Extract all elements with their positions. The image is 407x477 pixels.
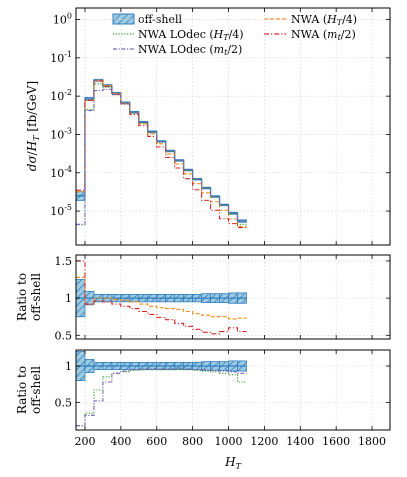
legend-label-nwa-mt2: NWA (mt/2): [291, 28, 356, 42]
panel-main: [76, 8, 390, 245]
legend-label-lodec-mt2: NWA LOdec (mt/2): [138, 43, 242, 57]
x-tick-label: 1000: [215, 435, 243, 448]
svg-text:Ratio to: Ratio to: [15, 273, 29, 321]
x-tick-label: 800: [182, 435, 203, 448]
panel-frame: [75, 349, 391, 431]
y-tick-label: 10-2: [50, 88, 72, 103]
series-nwa_ht4: [76, 79, 247, 227]
x-tick-label: 1400: [286, 435, 314, 448]
y-tick-label: 10-4: [50, 165, 72, 180]
series-lodec_mt2: [76, 367, 247, 427]
x-axis-label: HT: [224, 455, 241, 471]
y-tick-label: 0.5: [55, 396, 73, 409]
y-tick-label: 10-3: [50, 126, 72, 141]
ratio2-ylabel: Ratio to off-shell: [15, 366, 43, 414]
x-tick-label: 600: [146, 435, 167, 448]
panel-ratio1: [76, 255, 390, 339]
series-lodec_ht4: [76, 368, 247, 427]
y-tick-label: 10-5: [50, 203, 72, 218]
series-offshell: [76, 79, 247, 222]
y-tick-label: 1.5: [55, 255, 73, 268]
y-tick-label: 1: [65, 292, 72, 305]
y-tick-label: 10-1: [50, 50, 72, 65]
panel-frame: [75, 254, 391, 340]
x-tick-label: 1200: [250, 435, 278, 448]
ratio1-ylabel: Ratio to off-shell: [15, 273, 43, 321]
main-ylabel: dσ/HT [fb/GeV]: [25, 81, 41, 171]
series-lodec_mt2: [76, 88, 247, 225]
x-tick-label: 1800: [358, 435, 386, 448]
y-tick-label: 100: [53, 12, 72, 27]
svg-text:off-shell: off-shell: [29, 273, 43, 321]
panel-ratio2: [76, 350, 390, 430]
legend-label-nwa-ht4: NWA (HT/4): [291, 13, 357, 27]
x-tick-label: 1600: [322, 435, 350, 448]
series-nwa_mt2: [76, 260, 247, 335]
legend: off-shell NWA (HT/4) NWA LOdec (HT/4) NW…: [112, 13, 357, 57]
x-tick-label: 200: [74, 435, 95, 448]
x-tick-label: 400: [110, 435, 131, 448]
svg-text:off-shell: off-shell: [29, 366, 43, 414]
series-nwa_mt2: [76, 80, 247, 229]
svg-text:Ratio to: Ratio to: [15, 366, 29, 414]
series-nwa_ht4: [76, 276, 247, 320]
panel-frame: [75, 7, 391, 246]
y-tick-label: 1: [65, 360, 72, 373]
legend-swatch-offshell: [112, 13, 135, 25]
legend-label-lodec-ht4: NWA LOdec (HT/4): [138, 28, 244, 42]
series-lodec_ht4: [76, 83, 247, 226]
y-tick-label: 0.5: [55, 329, 73, 342]
